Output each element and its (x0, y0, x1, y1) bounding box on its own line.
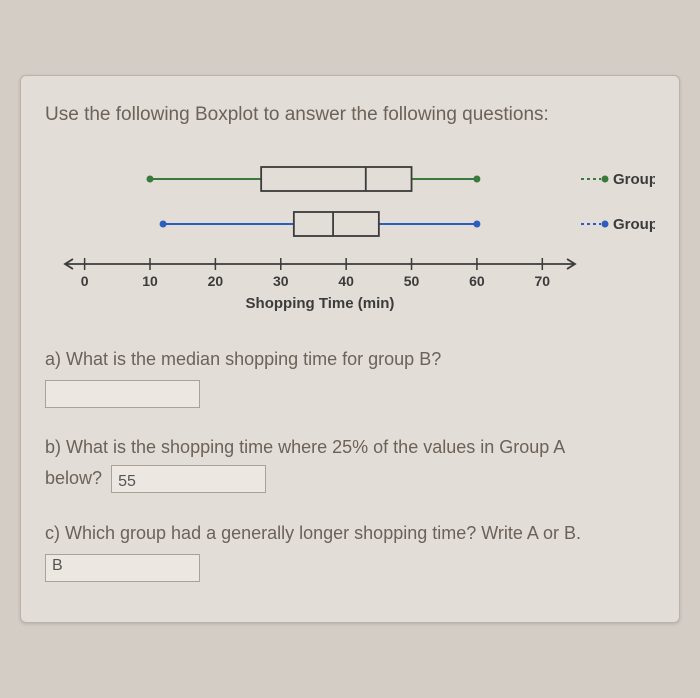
question-c-text: c) Which group had a generally longer sh… (45, 518, 655, 549)
svg-text:70: 70 (535, 273, 551, 289)
svg-text:60: 60 (469, 273, 485, 289)
svg-text:40: 40 (338, 273, 354, 289)
question-a-text: a) What is the median shopping time for … (45, 344, 655, 375)
answer-input-c[interactable]: B (45, 554, 200, 582)
question-b-prefix: b) What is the shopping time where 25% o… (45, 432, 655, 463)
boxplot-container: 0 10 20 30 40 50 60 70 Shopping Time (min) Group … (45, 154, 655, 314)
boxplot-chart: 0 10 20 30 40 50 60 70 Shopping Time (min) Group … (45, 154, 655, 314)
answer-input-a[interactable] (45, 380, 200, 408)
svg-text:Group A: Group A (613, 171, 655, 188)
svg-text:Shopping Time (min): Shopping Time (min) (246, 295, 395, 312)
answer-input-b[interactable]: 55 (111, 465, 266, 493)
svg-text:50: 50 (404, 273, 420, 289)
answer-b-value: 55 (118, 473, 136, 490)
svg-text:0: 0 (81, 273, 89, 289)
question-card: Use the following Boxplot to answer the … (20, 75, 680, 623)
question-b-suffix: below? (45, 468, 102, 488)
svg-text:10: 10 (142, 273, 158, 289)
question-b: b) What is the shopping time where 25% o… (45, 432, 655, 493)
svg-text:20: 20 (208, 273, 224, 289)
answer-c-value: B (52, 557, 63, 574)
svg-text:Group B: Group B (613, 216, 655, 233)
question-c: c) Which group had a generally longer sh… (45, 518, 655, 583)
instruction-text: Use the following Boxplot to answer the … (45, 104, 655, 126)
question-a: a) What is the median shopping time for … (45, 344, 655, 409)
svg-text:30: 30 (273, 273, 289, 289)
